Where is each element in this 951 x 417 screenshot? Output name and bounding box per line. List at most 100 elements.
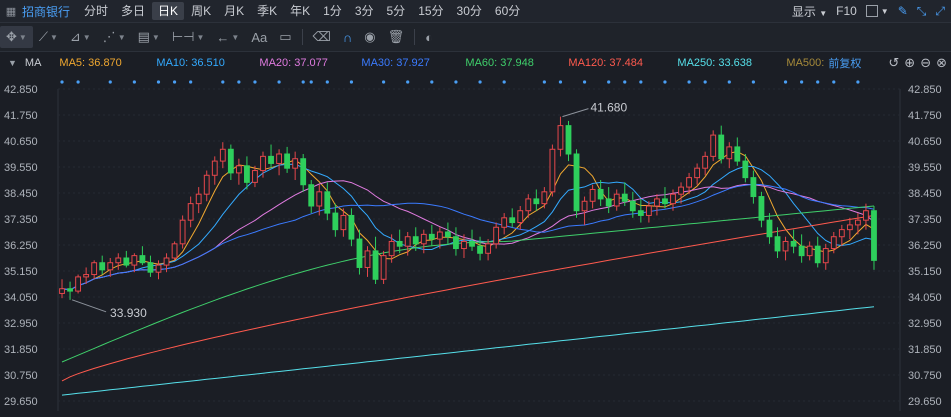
candle-body <box>348 214 355 240</box>
tab-yearly-k[interactable]: 年K <box>290 4 311 18</box>
candle-body <box>670 193 676 205</box>
candle-body <box>830 236 837 250</box>
candle-body <box>412 236 419 245</box>
event-dot <box>478 80 482 84</box>
ma5-value: MA5: 36.870 <box>59 57 122 69</box>
candle <box>332 203 339 237</box>
candle <box>654 194 660 216</box>
candle-body <box>227 148 234 174</box>
text-tool-icon[interactable]: Aa <box>251 29 268 45</box>
candle <box>469 229 475 251</box>
tab-30min[interactable]: 30分 <box>456 4 482 18</box>
grid-icon[interactable]: ▦ <box>5 5 17 18</box>
candle-body <box>244 165 250 183</box>
trash-icon[interactable]: 🗑 <box>387 29 405 44</box>
tab-weekly-k[interactable]: 周K <box>191 4 212 18</box>
event-dot <box>558 80 563 84</box>
candle-body <box>533 198 540 205</box>
candle <box>83 267 90 284</box>
toggle-icon[interactable]: ◐ <box>425 29 433 45</box>
candle <box>316 184 323 216</box>
candle-body <box>171 243 178 259</box>
event-dot <box>349 80 354 84</box>
candle <box>533 189 540 211</box>
ma-label[interactable]: MA <box>24 57 42 69</box>
adjust-mode[interactable]: 前复权 <box>828 58 862 70</box>
top-bar: ▦ 招商银行 分时 多日 日K 周K 月K 季K 年K 1分 3分 5分 15分… <box>0 0 951 23</box>
y-tick-label: 38.450 <box>908 188 942 200</box>
candle-body <box>252 170 258 183</box>
fib-tool-icon[interactable]: ▤ ▼ <box>137 29 160 44</box>
tab-fenshi[interactable]: 分时 <box>84 4 109 18</box>
pen-icon[interactable]: ✎ <box>897 4 908 18</box>
candle <box>115 253 122 270</box>
eye-icon[interactable]: ◉ <box>364 29 376 44</box>
comment-tool-icon[interactable]: ▭ <box>279 29 292 44</box>
event-dot <box>172 80 177 84</box>
chevron-down-icon[interactable]: ▼ <box>880 6 889 16</box>
tab-3min[interactable]: 3分 <box>354 4 374 18</box>
candlestick-chart[interactable]: 42.850 41.750 40.650 39.550 38.450 37.350 36.2… <box>0 74 951 417</box>
candle-body <box>589 188 596 202</box>
candle <box>493 222 500 249</box>
tab-60min[interactable]: 60分 <box>494 4 521 18</box>
candle-body <box>83 274 90 278</box>
candle <box>139 246 146 266</box>
ma-collapse-icon[interactable]: ▼ <box>8 58 17 68</box>
add-icon[interactable]: ⊕ <box>904 55 916 70</box>
candle <box>798 234 805 263</box>
candle <box>107 258 114 277</box>
candle <box>525 194 532 218</box>
checkbox-icon[interactable] <box>865 5 878 17</box>
candle-body <box>597 188 604 200</box>
line-tool-icon[interactable]: ⟋ ▼ <box>38 29 58 44</box>
y-tick-label: 40.650 <box>4 136 38 148</box>
tab-duori[interactable]: 多日 <box>121 4 146 18</box>
candle <box>356 229 363 275</box>
tab-daily-k[interactable]: 日K <box>152 2 185 20</box>
candle-body <box>621 193 628 202</box>
candle <box>436 227 443 249</box>
candle <box>444 222 451 244</box>
undo-icon[interactable]: ↺ <box>888 55 900 70</box>
tab-1min[interactable]: 1分 <box>323 4 342 18</box>
y-tick-label: 32.950 <box>4 318 38 330</box>
candle <box>766 213 773 244</box>
candle <box>485 239 492 261</box>
candle <box>637 198 644 223</box>
candle <box>380 250 387 284</box>
candle-body <box>838 229 845 238</box>
crosshair-tool-icon[interactable]: ✥ ▼ <box>0 26 33 48</box>
annotation-line <box>562 108 589 118</box>
f10-button[interactable]: F10 <box>836 4 857 18</box>
tab-5min[interactable]: 5分 <box>386 4 406 18</box>
y-tick-label: 38.450 <box>4 188 38 200</box>
wave-tool-icon[interactable]: ⋰ ▼ <box>102 29 126 44</box>
magnet-icon[interactable]: ∩ <box>342 29 353 45</box>
chart-controls: ↺ ⊕ ⊖ ⊗ <box>888 55 947 71</box>
display-button[interactable]: 显示 ▼ <box>791 4 828 19</box>
event-dot <box>703 80 707 84</box>
remove-icon[interactable]: ⊖ <box>920 55 932 70</box>
tab-15min[interactable]: 15分 <box>418 4 444 18</box>
high-price-label: 41.680 <box>590 101 627 115</box>
expand-icon[interactable]: ⤢ <box>935 3 945 18</box>
range-tool-icon[interactable]: ⊢⊣ ▼ <box>171 29 205 44</box>
close-icon[interactable]: ⊗ <box>936 55 947 70</box>
event-dot <box>221 80 225 84</box>
candle-body <box>203 174 210 195</box>
eraser-icon[interactable]: ⌫ <box>312 29 331 44</box>
candle-body <box>324 191 331 214</box>
candle-body <box>846 224 853 231</box>
event-dot <box>301 80 305 84</box>
tab-quarterly-k[interactable]: 季K <box>257 4 278 18</box>
arrow-tool-icon[interactable]: ← ▼ <box>216 29 240 45</box>
stock-name[interactable]: 招商银行 <box>22 4 71 19</box>
tab-monthly-k[interactable]: 月K <box>224 4 245 18</box>
collapse-icon[interactable]: ⤡ <box>916 3 927 18</box>
drawing-toolbar: ✥ ▼ ⟋ ▼ ⊿ ▼ ⋰ ▼ ▤ ▼ ⊢⊣ ▼ ← ▼ Aa ▭ ⌫ ∩ ◉ 🗑 ◐ <box>0 23 951 52</box>
channel-tool-icon[interactable]: ⊿ ▼ <box>69 29 91 44</box>
candle <box>155 260 162 280</box>
price-annotations: 41.680 33.930 <box>71 101 627 320</box>
y-tick-label: 35.150 <box>4 266 38 278</box>
